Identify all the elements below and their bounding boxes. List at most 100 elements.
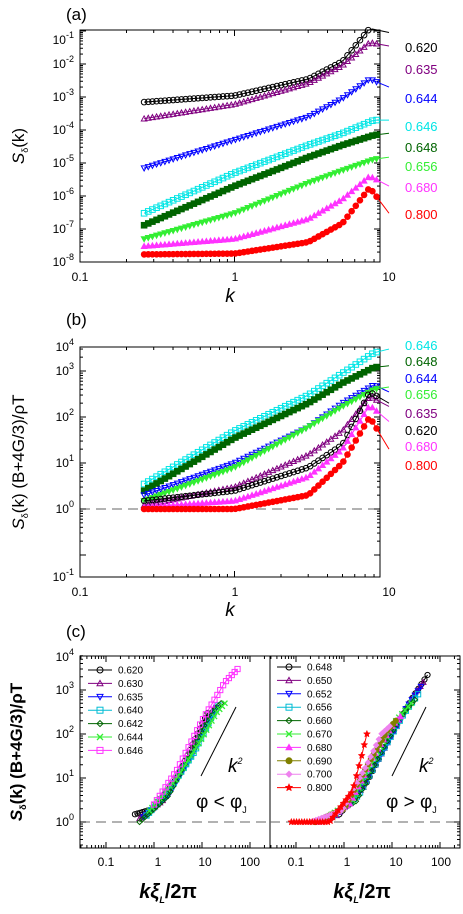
- data-point: [219, 174, 227, 182]
- data-point: [343, 57, 352, 65]
- data-point: [334, 806, 343, 814]
- data-point: [331, 466, 339, 474]
- data-point: [265, 410, 272, 418]
- data-point: [369, 418, 376, 425]
- data-point: [315, 482, 322, 489]
- legend-label: 0.670: [307, 730, 332, 741]
- data-point: [182, 95, 189, 103]
- data-point: [165, 157, 173, 165]
- data-point: [310, 177, 318, 185]
- data-point: [140, 114, 148, 122]
- data-point: [335, 405, 343, 413]
- data-point: [202, 218, 211, 226]
- data-point: [211, 216, 219, 223]
- y-tick-label: 10-6: [53, 186, 74, 203]
- data-point: [335, 97, 343, 105]
- data-point: [277, 122, 285, 130]
- data-point: [339, 799, 348, 807]
- data-point: [261, 158, 268, 165]
- series-line: [143, 348, 390, 485]
- data-point: [207, 94, 214, 101]
- legend-label: 0.680: [405, 439, 438, 454]
- data-point: [198, 471, 206, 479]
- data-point: [372, 156, 381, 163]
- data-point: [149, 98, 156, 105]
- y-tick-label: 104: [56, 647, 74, 664]
- legend-label: 0.800: [405, 458, 438, 473]
- data-point: [186, 107, 194, 115]
- data-point: [206, 104, 215, 111]
- legend-entry: 0.635: [88, 692, 143, 703]
- series-0.646: [140, 116, 389, 217]
- data-point: [386, 722, 394, 730]
- y-tick-label: 100: [56, 812, 74, 829]
- data-point: [294, 145, 301, 153]
- panel-a-data: [140, 26, 390, 258]
- legend-entry: 0.630: [88, 679, 143, 690]
- panel-b-y-axis-title: Sδ(k) (B+4G/3)/ρT: [9, 394, 30, 529]
- data-point: [207, 180, 214, 187]
- legend-label: 0.680: [307, 743, 332, 754]
- data-point: [148, 489, 157, 497]
- data-point: [190, 479, 198, 487]
- data-point: [277, 87, 285, 94]
- data-point: [157, 492, 165, 499]
- data-point: [364, 173, 372, 181]
- panel-c-left-slope-guide: [200, 706, 237, 777]
- data-point: [235, 461, 244, 469]
- x-tick-label: 0.1: [288, 855, 305, 869]
- data-point: [281, 121, 289, 128]
- data-point: [248, 203, 256, 210]
- data-point: [298, 427, 306, 435]
- data-point: [343, 165, 352, 173]
- data-point: [152, 487, 161, 495]
- data-point: [277, 472, 285, 480]
- data-point: [359, 769, 366, 777]
- data-point: [373, 116, 380, 124]
- panel-c-right-slope-label: k2: [419, 756, 434, 777]
- data-point: [289, 83, 298, 91]
- data-point: [306, 113, 314, 120]
- data-point: [371, 761, 378, 769]
- data-point: [344, 127, 351, 135]
- data-point: [186, 223, 194, 230]
- legend-entry: 0.652: [277, 689, 332, 700]
- data-point: [356, 407, 364, 415]
- data-point: [323, 173, 331, 180]
- data-point: [347, 89, 356, 96]
- data-point: [152, 232, 161, 240]
- data-point: [352, 202, 360, 210]
- data-point: [298, 144, 306, 151]
- data-point: [294, 82, 302, 90]
- data-point: [261, 477, 268, 485]
- data-point: [161, 495, 169, 502]
- data-point: [227, 211, 235, 219]
- data-point: [336, 802, 345, 811]
- data-point: [165, 97, 173, 104]
- data-point: [360, 410, 368, 418]
- data-point: [285, 757, 293, 765]
- data-point: [281, 86, 289, 93]
- x-tick-label: 0.1: [98, 855, 115, 869]
- legend-label: 0.648: [405, 354, 438, 369]
- data-point: [328, 813, 338, 821]
- data-point: [157, 486, 165, 494]
- data-point: [310, 139, 318, 147]
- data-point: [269, 475, 277, 482]
- panel-c-left-x-axis-title: kξL/2π: [139, 881, 197, 905]
- data-point: [348, 126, 355, 133]
- data-point: [323, 104, 331, 111]
- data-point: [306, 490, 314, 497]
- series-0.644: [146, 700, 228, 814]
- data-point: [186, 189, 194, 197]
- series-0.635: [140, 39, 390, 122]
- data-point: [339, 194, 347, 202]
- legend-label: 0.630: [118, 679, 143, 690]
- data-point: [369, 350, 376, 358]
- data-point: [298, 81, 306, 88]
- data-point: [360, 80, 368, 87]
- data-point: [397, 712, 404, 720]
- data-point: [343, 400, 352, 408]
- data-point: [190, 748, 197, 755]
- data-point: [261, 412, 268, 420]
